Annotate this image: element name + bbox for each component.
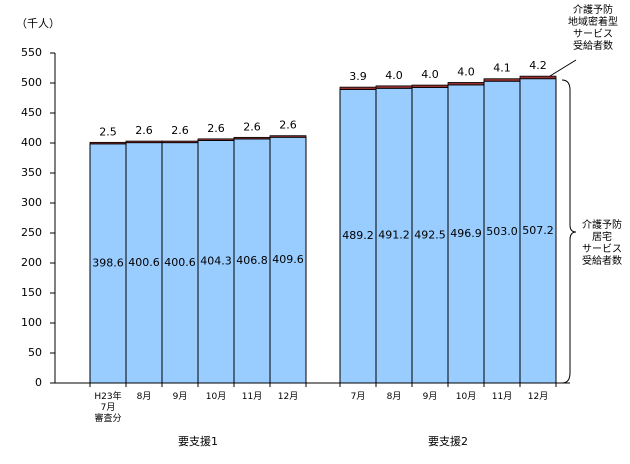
y-tick-label: 550 bbox=[21, 46, 42, 59]
bar-segment bbox=[125, 140, 163, 144]
x-tick-label: 8月 bbox=[136, 392, 152, 402]
x-tick-label: 11月 bbox=[491, 392, 513, 402]
y-axis-label: （千人） bbox=[16, 17, 60, 30]
bar-segment bbox=[197, 138, 235, 141]
bar-segment bbox=[375, 87, 413, 384]
value-label: 398.6 bbox=[92, 256, 124, 269]
x-tick-label: 12月 bbox=[277, 392, 299, 402]
y-tick-label: 300 bbox=[21, 196, 42, 209]
bar-segment bbox=[483, 78, 521, 82]
bar-segment bbox=[269, 135, 307, 138]
y-tick-label: 200 bbox=[21, 256, 42, 269]
group-label: 要支援1 bbox=[178, 434, 218, 448]
value-label: 489.2 bbox=[342, 229, 374, 242]
bar-segment bbox=[375, 85, 413, 89]
value-label: 4.0 bbox=[421, 68, 439, 81]
x-tick-label: 7月 bbox=[350, 392, 366, 402]
value-label: 2.6 bbox=[279, 119, 297, 132]
y-tick-label: 500 bbox=[21, 76, 42, 89]
y-tick-label: 50 bbox=[28, 346, 42, 359]
value-label: 400.6 bbox=[128, 256, 160, 269]
y-tick-label: 450 bbox=[21, 106, 42, 119]
value-label: 4.0 bbox=[457, 65, 475, 78]
value-label: 507.2 bbox=[522, 224, 554, 237]
bar-segment bbox=[339, 86, 377, 90]
x-tick-label: 10月 bbox=[455, 392, 477, 402]
value-label: 503.0 bbox=[486, 225, 518, 238]
y-tick-label: 350 bbox=[21, 166, 42, 179]
value-label: 2.6 bbox=[207, 122, 225, 135]
x-tick-label: 9月 bbox=[172, 392, 188, 402]
y-tick-label: 150 bbox=[21, 286, 42, 299]
bar-segment bbox=[89, 141, 127, 145]
y-tick-label: 0 bbox=[35, 376, 42, 389]
bar-segment bbox=[447, 82, 485, 86]
value-label: 3.9 bbox=[349, 70, 367, 83]
bar-segment bbox=[447, 84, 485, 384]
value-label: 4.0 bbox=[385, 69, 403, 82]
value-label: 400.6 bbox=[164, 256, 196, 269]
value-label: 496.9 bbox=[450, 227, 482, 240]
bar-segment bbox=[233, 138, 271, 384]
value-label: 409.6 bbox=[272, 253, 304, 266]
bar-segment bbox=[161, 140, 199, 144]
y-tick-label: 400 bbox=[21, 136, 42, 149]
legend-entry: 介護予防 居宅 サービス 受給者数 bbox=[582, 220, 622, 267]
value-label: 2.6 bbox=[243, 120, 261, 133]
value-label: 2.6 bbox=[135, 124, 153, 137]
bar-segment bbox=[519, 75, 557, 80]
x-tick-label: 12月 bbox=[527, 392, 549, 402]
legend-leader bbox=[549, 59, 577, 77]
value-label: 2.6 bbox=[171, 124, 189, 137]
bar-segment bbox=[233, 136, 271, 140]
bar-segment bbox=[411, 84, 449, 88]
value-label: 491.2 bbox=[378, 229, 410, 242]
bar-segment bbox=[161, 142, 199, 384]
x-tick-label: 10月 bbox=[205, 392, 227, 402]
value-label: 406.8 bbox=[236, 254, 268, 267]
value-label: 4.2 bbox=[529, 59, 547, 72]
value-label: 404.3 bbox=[200, 255, 232, 268]
legend-brace bbox=[561, 79, 577, 384]
value-label: 4.1 bbox=[493, 62, 511, 75]
x-tick-label: 8月 bbox=[386, 392, 402, 402]
value-label: 2.5 bbox=[99, 125, 117, 138]
legend-entry: 介護予防 地域密着型 サービス 受給者数 bbox=[568, 5, 618, 52]
x-tick-label: H23年 7月 審査分 bbox=[94, 392, 122, 424]
bar-segment bbox=[411, 87, 449, 384]
bar-segment bbox=[89, 143, 127, 384]
group-label: 要支援2 bbox=[428, 434, 468, 448]
x-tick-label: 11月 bbox=[241, 392, 263, 402]
value-label: 492.5 bbox=[414, 228, 446, 241]
y-tick-label: 250 bbox=[21, 226, 42, 239]
y-tick-label: 100 bbox=[21, 316, 42, 329]
x-tick-label: 9月 bbox=[422, 392, 438, 402]
